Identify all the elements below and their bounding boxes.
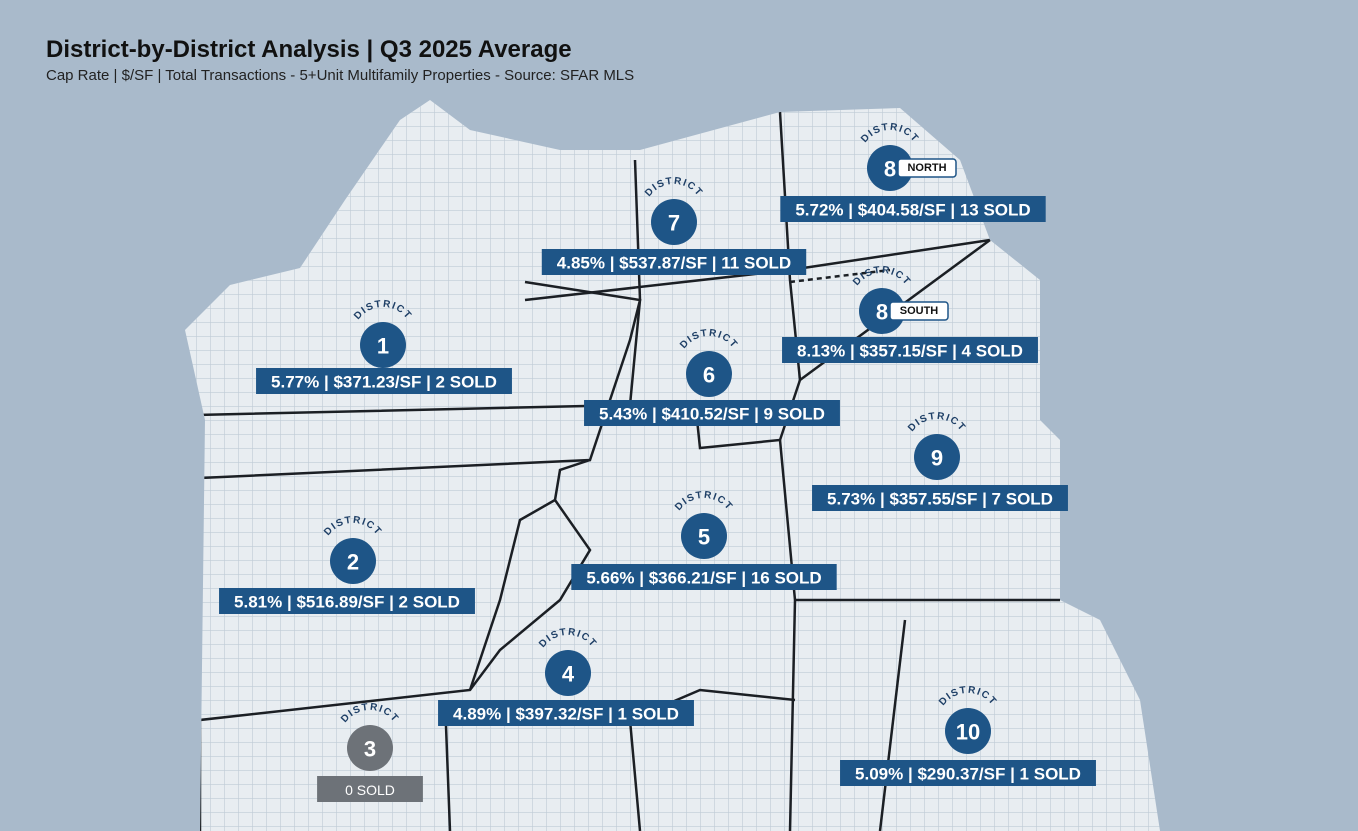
tag-box <box>897 158 957 178</box>
tag-text: SOUTH <box>900 305 939 317</box>
district-number: 2 <box>347 550 359 575</box>
stats-text: 5.77% | $371.23/SF | 2 SOLD <box>271 373 497 392</box>
stats-text: 5.43% | $410.52/SF | 9 SOLD <box>599 405 825 424</box>
stats-box <box>840 760 1096 786</box>
stats-text: 4.89% | $397.32/SF | 1 SOLD <box>453 705 679 724</box>
district-number: 6 <box>703 363 715 388</box>
stats-text: 5.81% | $516.89/SF | 2 SOLD <box>234 593 460 612</box>
district-badge <box>859 288 905 334</box>
district-badge <box>681 513 727 559</box>
stats-box <box>317 776 423 802</box>
district-number: 8 <box>876 300 888 325</box>
district-number: 9 <box>931 446 943 471</box>
stats-text: 5.09% | $290.37/SF | 1 SOLD <box>855 765 1081 784</box>
stats-text: 5.73% | $357.55/SF | 7 SOLD <box>827 490 1053 509</box>
land <box>185 100 1160 831</box>
district-badge <box>330 538 376 584</box>
stats-box <box>256 368 512 394</box>
stats-box <box>541 249 807 275</box>
stats-text: 5.66% | $366.21/SF | 16 SOLD <box>586 569 821 588</box>
district-badge <box>914 434 960 480</box>
stats-box <box>219 588 475 614</box>
district-badge <box>867 145 913 191</box>
district-badge <box>945 708 991 754</box>
district-number: 8 <box>884 157 896 182</box>
district-number: 5 <box>698 525 710 550</box>
stats-box <box>438 700 694 726</box>
stats-box <box>812 485 1068 511</box>
tag-text: NORTH <box>907 162 946 174</box>
stats-box <box>571 564 837 590</box>
district-badge <box>686 351 732 397</box>
tag-box <box>889 301 949 321</box>
district-number: 4 <box>562 662 575 687</box>
title: District-by-District Analysis | Q3 2025 … <box>46 36 572 63</box>
district-badge <box>360 322 406 368</box>
stats-text: 8.13% | $357.15/SF | 4 SOLD <box>797 342 1023 361</box>
subtitle: Cap Rate | $/SF | Total Transactions - 5… <box>46 67 634 84</box>
stats-box <box>780 196 1046 222</box>
district-badge <box>347 725 393 771</box>
district-badge <box>651 199 697 245</box>
district-number: 10 <box>956 720 980 745</box>
district-tag: NORTH <box>897 158 957 178</box>
stats-box <box>584 400 840 426</box>
stats-text: 5.72% | $404.58/SF | 13 SOLD <box>795 201 1030 220</box>
district-badge <box>545 650 591 696</box>
stats-text: 4.85% | $537.87/SF | 11 SOLD <box>557 254 791 273</box>
district-number: 3 <box>364 737 376 762</box>
district-number: 1 <box>377 334 389 359</box>
stats-box <box>782 337 1038 363</box>
district-number: 7 <box>668 211 680 236</box>
stats-text: 0 SOLD <box>345 782 395 798</box>
district-tag: SOUTH <box>889 301 949 321</box>
